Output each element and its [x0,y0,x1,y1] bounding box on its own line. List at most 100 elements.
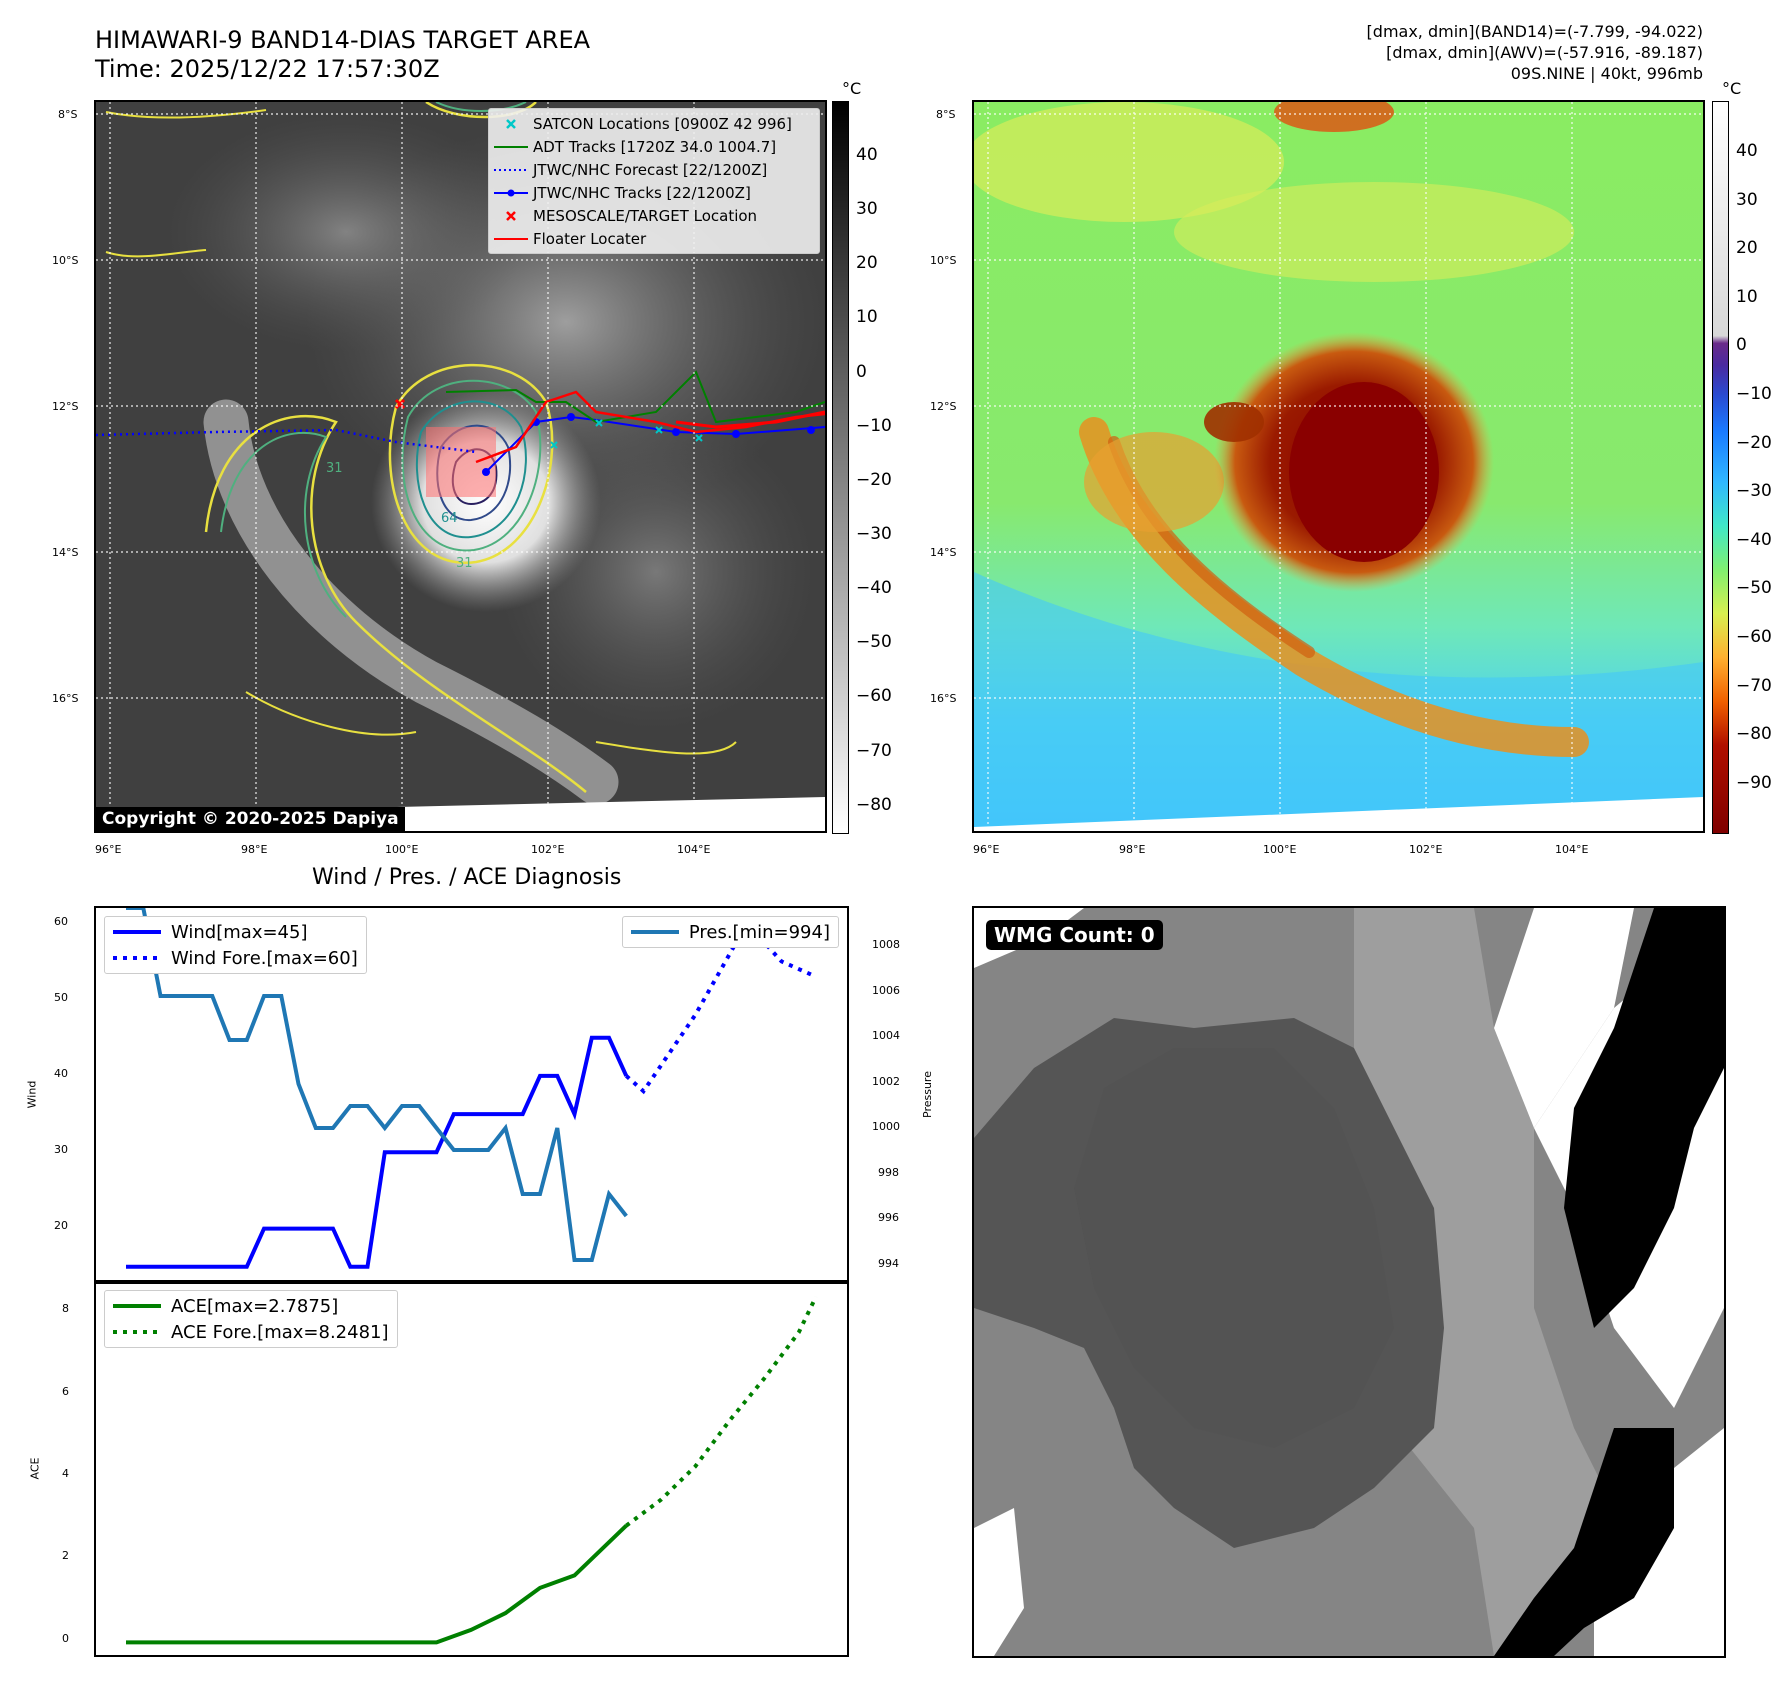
ace-tick: 6 [62,1385,69,1398]
lat-tick: 8°S [58,108,78,121]
awv-colorbar-tick: −40 [1736,530,1772,550]
ir-colorbar-tick: −20 [856,470,892,490]
legend-item-adt: ADT Tracks [1720Z 34.0 1004.7] [489,135,819,158]
pressure-tick: 1008 [872,938,900,951]
wind-series-line [126,1035,629,1269]
pressure-tick: 996 [878,1211,899,1224]
solid-line-icon [113,1304,161,1308]
pressure-tick: 998 [878,1166,899,1179]
legend-pres-label: Pres.[min=994] [688,921,830,943]
wind-pressure-panel: Wind[max=45] Wind Fore.[max=60] Pres.[mi… [94,906,849,1284]
ace-tick: 8 [62,1302,69,1315]
ace-plot [126,1295,818,1645]
awv-colorbar-unit: °C [1722,79,1742,98]
lat-tick: 14°S [52,546,79,559]
lon-tick: 102°E [1409,843,1443,856]
ir-colorbar-tick: −50 [856,632,892,652]
wind-axis-label: Wind [25,1080,39,1109]
solid-line-icon [113,930,161,934]
ir-map-panel: 31 64 31 Copyright © 2020-2025 Dapiya SA… [94,100,827,833]
awv-colorbar-tick: 10 [1736,287,1758,307]
info-line2: [dmax, dmin](AWV)=(-57.916, -89.187) [1386,43,1703,62]
pressure-tick: 1002 [872,1075,900,1088]
lat-tick: 16°S [52,692,79,705]
ir-colorbar-unit: °C [842,79,862,98]
figure-title-line1: HIMAWARI-9 BAND14-DIAS TARGET AREA [95,26,591,54]
awv-colorbar-tick: 20 [1736,238,1758,258]
ir-colorbar-tick: −40 [856,578,892,598]
legend-ace-label: ACE[max=2.7875] [171,1295,339,1317]
wmg-panel: WMG Count: 0 [972,906,1726,1658]
pressure-tick: 994 [878,1257,899,1270]
wind-tick: 20 [54,1219,68,1232]
wind-pressure-plot [126,908,817,1269]
ace-tick: 0 [62,1632,69,1645]
legend-wind-label: Wind[max=45] [171,921,308,943]
wind-legend: Wind[max=45] Wind Fore.[max=60] [104,916,367,974]
ace-tick: 2 [62,1549,69,1562]
lat-tick: 16°S [930,692,957,705]
dotted-line-icon [489,167,533,173]
pressure-tick: 1004 [872,1029,900,1042]
awv-colorbar-tick: −20 [1736,433,1772,453]
lat-tick: 10°S [930,254,957,267]
wind-tick: 50 [54,991,68,1004]
pressure-series-line [126,908,628,1262]
pressure-tick: 1006 [872,984,900,997]
ir-colorbar-tick: 0 [856,362,867,382]
wind-tick: 60 [54,915,68,928]
legend-wind-fore-label: Wind Fore.[max=60] [171,947,358,969]
ir-colorbar-tick: −70 [856,741,892,761]
lon-tick: 98°E [241,843,268,856]
dotted-line-icon [113,956,161,960]
contour-label: 31 [456,556,473,571]
ir-colorbar-tick: −80 [856,795,892,815]
lon-tick: 100°E [1263,843,1297,856]
pressure-legend: Pres.[min=994] [621,916,839,948]
legend-item-mesoscale: MESOSCALE/TARGET Location [489,204,819,227]
ace-axis-label: ACE [28,1457,42,1480]
lon-tick: 96°E [95,843,122,856]
lat-tick: 10°S [52,254,79,267]
lon-tick: 96°E [973,843,1000,856]
ir-colorbar-tick: −60 [856,686,892,706]
ir-colorbar-tick: 10 [856,307,878,327]
awv-colorbar [1712,101,1729,834]
awv-colorbar-tick: 0 [1736,335,1747,355]
ir-colorbar-tick: −10 [856,416,892,436]
ir-colorbar-tick: 40 [856,145,878,165]
ir-colorbar-tick: 20 [856,253,878,273]
copyright-label: Copyright © 2020-2025 Dapiya [96,807,405,831]
line-marker-icon [489,236,533,242]
ir-colorbar [832,101,849,834]
ace-series-line [126,1524,628,1645]
solid-line-icon [630,930,679,934]
awv-colorbar-tick: 30 [1736,190,1758,210]
lon-tick: 104°E [1555,843,1589,856]
wind-tick: 30 [54,1143,68,1156]
awv-colorbar-tick: −70 [1736,676,1772,696]
awv-map-image [974,102,1703,831]
awv-colorbar-tick: −50 [1736,578,1772,598]
ace-tick: 4 [62,1467,69,1480]
awv-colorbar-tick: −10 [1736,384,1772,404]
ace-panel: ACE[max=2.7875] ACE Fore.[max=8.2481] [94,1280,849,1657]
legend-item-jtwc-forecast: JTWC/NHC Forecast [22/1200Z] [489,158,819,181]
map-legend: SATCON Locations [0900Z 42 996] ADT Trac… [488,108,820,254]
awv-colorbar-tick: −60 [1736,627,1772,647]
ace-forecast-series-line [625,1295,818,1528]
legend-item-floater: Floater Locater [489,227,819,250]
lon-tick: 102°E [531,843,565,856]
awv-colorbar-tick: −30 [1736,481,1772,501]
legend-item-satcon: SATCON Locations [0900Z 42 996] [489,112,819,135]
ir-colorbar-tick: 30 [856,199,878,219]
lon-tick: 100°E [385,843,419,856]
pressure-tick: 1000 [872,1120,900,1133]
legend-ace-fore-label: ACE Fore.[max=8.2481] [171,1321,389,1343]
awv-colorbar-tick: −80 [1736,724,1772,744]
wind-forecast-series-line [624,919,817,1095]
legend-item-jtwc-tracks: JTWC/NHC Tracks [22/1200Z] [489,181,819,204]
lat-tick: 14°S [930,546,957,559]
wmg-count-badge: WMG Count: 0 [986,920,1163,950]
line-marker-icon [489,144,533,150]
